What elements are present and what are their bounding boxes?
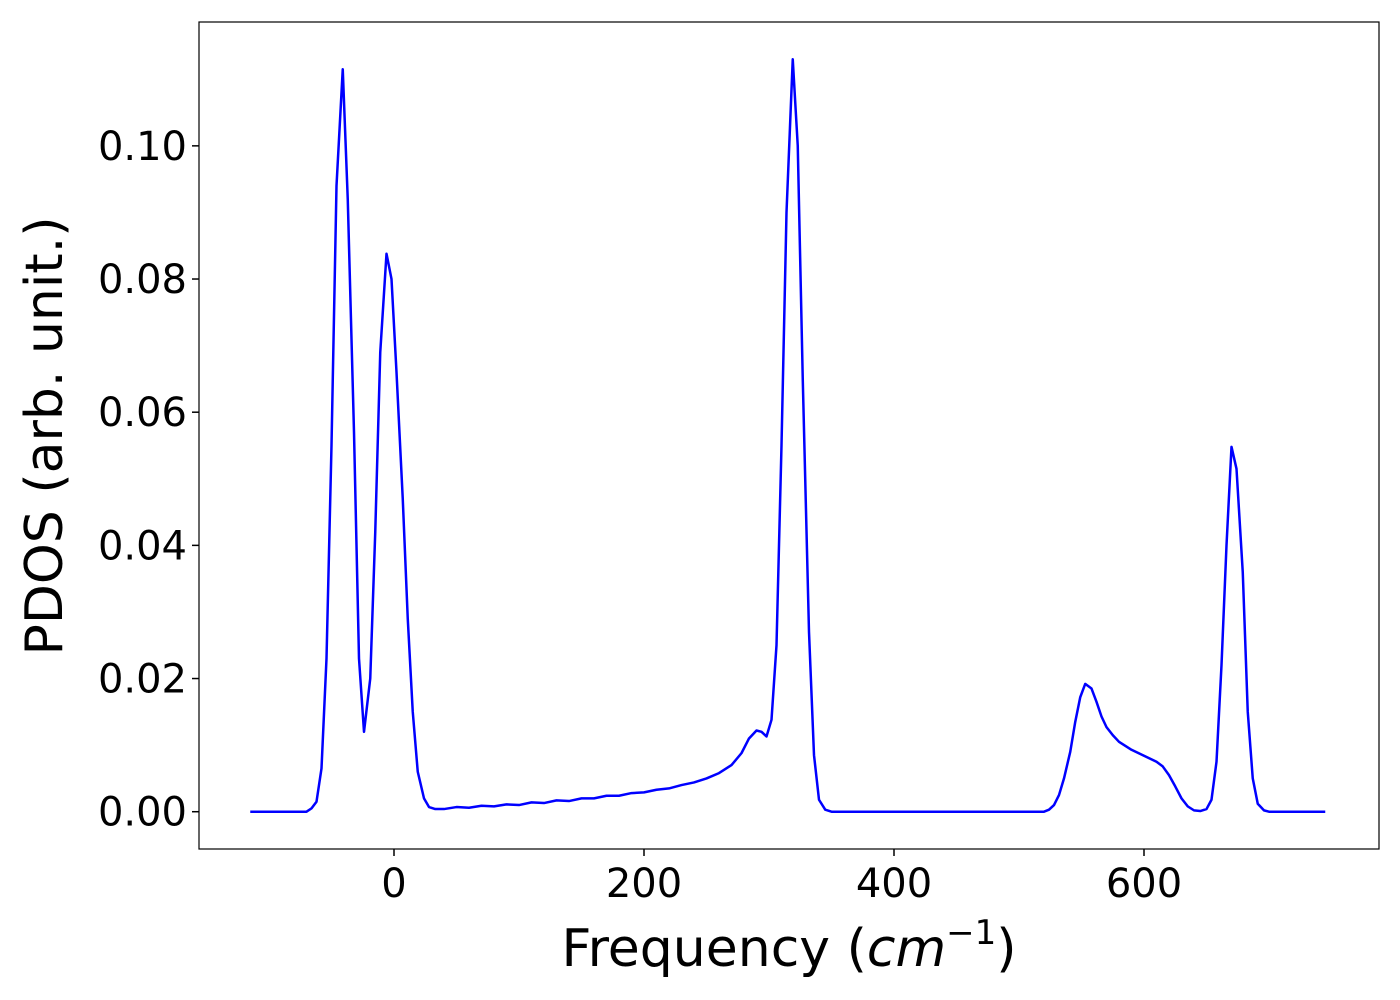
y-tick-label: 0.00	[98, 790, 187, 836]
x-label-part: −1	[946, 913, 996, 953]
line	[250, 58, 1326, 813]
plot-frame	[198, 21, 1380, 850]
y-tick-label: 0.08	[98, 257, 187, 303]
x-tick-label: 0	[381, 861, 406, 907]
x-label-part: Frequency (	[561, 919, 866, 979]
y-tick-label: 0.06	[98, 390, 187, 436]
x-label-part: cm	[867, 919, 946, 979]
x-axis-label: Frequency (cm−1)	[561, 913, 1016, 979]
y-tick-label: 0.04	[98, 523, 187, 569]
x-label-part: )	[996, 919, 1016, 979]
x-tick-label: 400	[856, 861, 932, 907]
y-axis-label: PDOS (arb. unit.)	[15, 216, 75, 655]
y-tick-label: 0.02	[98, 657, 187, 703]
x-tick-label: 200	[606, 861, 682, 907]
x-tick-label: 600	[1106, 861, 1182, 907]
y-tick-label: 0.10	[98, 124, 187, 170]
